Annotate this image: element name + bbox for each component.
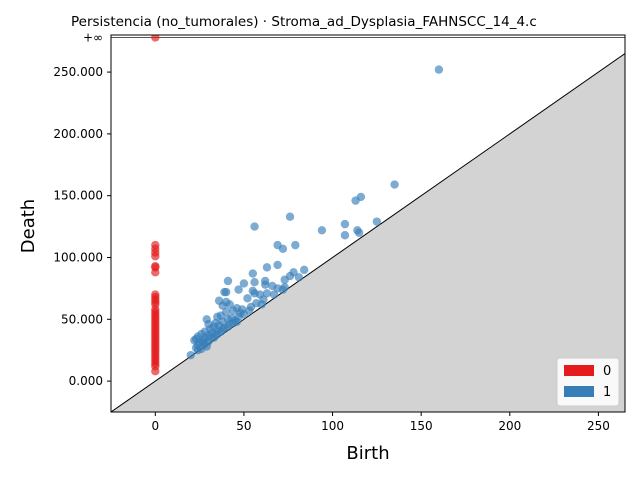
point-dim0-4 (151, 252, 160, 261)
point-dim1-19 (248, 269, 257, 278)
point-dim1-98 (206, 333, 215, 343)
y-tick-label-2: 100.000 (53, 250, 103, 264)
point-dim1-12 (291, 240, 300, 250)
point-dim1-46 (225, 300, 234, 309)
point-dim1-45 (257, 300, 266, 309)
point-dim1-51 (229, 306, 238, 315)
x-tick-label-1: 50 (236, 419, 251, 433)
legend-swatch-0 (564, 365, 594, 376)
x-tick-label-0: 0 (151, 419, 159, 433)
point-dim0-0 (151, 35, 160, 42)
point-dim1-26 (239, 279, 249, 288)
point-dim1-10 (354, 228, 364, 237)
y-tick-label-5: 250.000 (53, 65, 103, 79)
point-dim1-17 (299, 265, 309, 275)
point-dim1-14 (278, 244, 288, 254)
point-dim1-89 (186, 350, 195, 360)
point-dim1-22 (280, 275, 289, 284)
point-dim1-3 (351, 196, 360, 205)
plot-area (111, 35, 625, 412)
x-axis-label: Birth (346, 443, 389, 464)
point-dim1-39 (269, 290, 279, 299)
point-dim1-11 (340, 231, 350, 240)
point-dim1-7 (250, 222, 259, 231)
point-dim1-35 (262, 289, 272, 298)
point-dim1-25 (250, 278, 259, 287)
point-dim1-1 (390, 180, 399, 189)
point-dim1-94 (232, 317, 242, 326)
point-dim0-37 (151, 367, 160, 376)
point-dim1-16 (262, 263, 272, 272)
point-dim1-34 (222, 287, 231, 297)
point-dim1-21 (294, 273, 304, 282)
y-axis: 0.000 50.000 100.000 150.000 200.000 250.000 (53, 65, 111, 388)
point-dim1-93 (245, 306, 254, 315)
legend-label-1: 1 (603, 385, 611, 400)
x-tick-label-4: 200 (498, 419, 521, 433)
plot-frame (110, 34, 626, 413)
y-tick-label-4: 200.000 (53, 127, 103, 141)
y-axis-label: Death (18, 199, 39, 253)
point-dim1-40 (243, 294, 252, 303)
legend: 0 1 (556, 357, 620, 407)
point-dim1-38 (278, 285, 288, 294)
point-dim1-15 (273, 260, 282, 270)
y-tick-label-0: 0.000 (69, 374, 103, 388)
point-dim1-27 (261, 280, 270, 289)
point-dim1-96 (218, 324, 227, 334)
point-dim1-6 (372, 217, 382, 226)
point-dim1-8 (317, 226, 327, 235)
x-tick-label-3: 150 (410, 419, 433, 433)
point-dim1-4 (285, 212, 295, 221)
infinity-tick-label: +∞ (83, 30, 103, 44)
data-points (151, 35, 444, 376)
point-dim1-99 (198, 338, 208, 347)
y-tick-label-1: 50.000 (61, 312, 103, 326)
legend-swatch-1 (564, 386, 594, 397)
legend-label-0: 0 (603, 364, 611, 379)
point-dim1-47 (218, 301, 227, 310)
point-dim1-23 (223, 276, 233, 286)
point-dim1-97 (213, 329, 222, 339)
x-axis: 0 50 100 150 200 250 (151, 412, 610, 433)
x-tick-label-2: 100 (321, 419, 344, 433)
chart-title: Persistencia (no_tumorales) · Stroma_ad_… (71, 14, 537, 30)
point-dim1-0 (434, 65, 444, 74)
point-dim0-7 (151, 268, 160, 277)
x-tick-label-5: 250 (587, 419, 610, 433)
point-dim1-31 (234, 285, 243, 294)
y-tick-label-3: 150.000 (53, 189, 103, 203)
point-dim1-5 (340, 219, 350, 229)
point-dim1-88 (193, 345, 203, 355)
